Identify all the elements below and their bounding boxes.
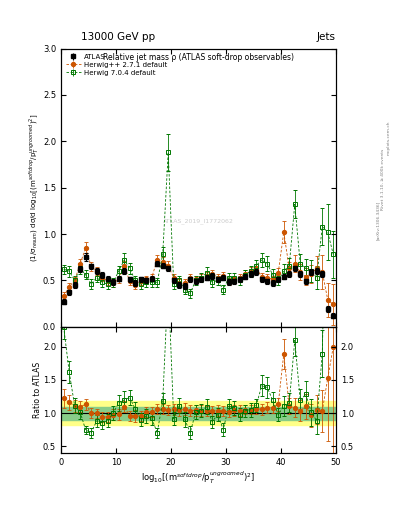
Text: 13000 GeV pp: 13000 GeV pp	[81, 32, 155, 42]
Text: Rivet 3.1.10, ≥ 400k events: Rivet 3.1.10, ≥ 400k events	[381, 148, 385, 210]
X-axis label: log$_{10}$[(m$^{soft drop}$/p$_T^{ungroomed}$)$^2$]: log$_{10}$[(m$^{soft drop}$/p$_T^{ungroo…	[141, 470, 255, 486]
Text: Jets: Jets	[317, 32, 336, 42]
Text: mcplots.cern.ch: mcplots.cern.ch	[386, 121, 390, 156]
Text: Relative jet mass ρ (ATLAS soft-drop observables): Relative jet mass ρ (ATLAS soft-drop obs…	[103, 53, 294, 62]
Y-axis label: (1/σ$_{resum}$) dσ/d log$_{10}$[(m$^{soft drop}$/p$_T^{ungroomed}$)$^2$]: (1/σ$_{resum}$) dσ/d log$_{10}$[(m$^{sof…	[28, 114, 41, 262]
Text: ATLAS_2019_I1772062: ATLAS_2019_I1772062	[163, 218, 234, 224]
Legend: ATLAS, Herwig++ 2.7.1 default, Herwig 7.0.4 default: ATLAS, Herwig++ 2.7.1 default, Herwig 7.…	[63, 51, 170, 78]
Y-axis label: Ratio to ATLAS: Ratio to ATLAS	[33, 362, 42, 418]
Text: [arXiv:1306.3436]: [arXiv:1306.3436]	[376, 201, 380, 240]
